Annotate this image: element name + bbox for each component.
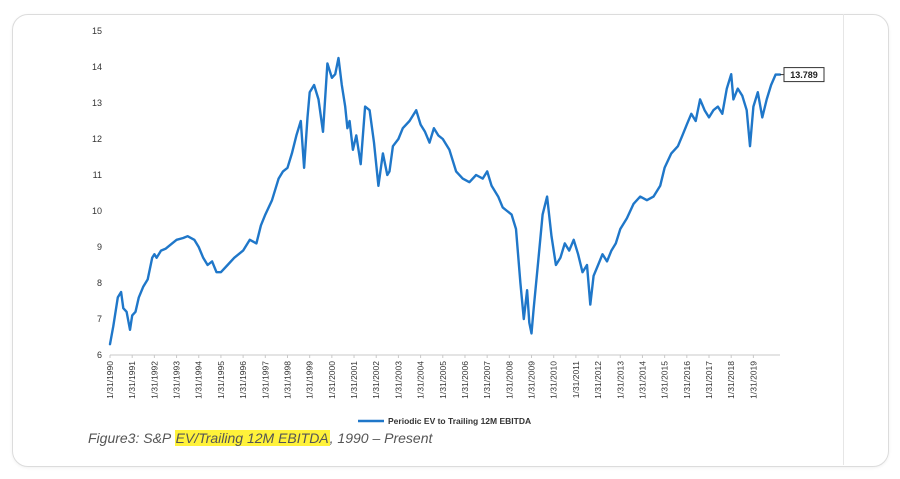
y-tick-label: 6 (97, 350, 102, 360)
x-tick-label: 1/31/1996 (238, 361, 248, 399)
annotation-box (783, 67, 825, 83)
x-tick-label: 1/31/2000 (327, 361, 337, 399)
x-tick-label: 1/31/1997 (260, 361, 270, 399)
x-tick-label: 1/31/1991 (127, 361, 137, 399)
y-tick-label: 8 (97, 278, 102, 288)
x-tick-label: 1/31/2012 (593, 361, 603, 399)
annotation-layer: 13.789 (780, 67, 825, 83)
x-tick-label: 1/31/1993 (172, 361, 182, 399)
figure-caption: Figure3: S&P EV/Trailing 12M EBITDA, 199… (88, 430, 432, 446)
y-tick-label: 12 (92, 134, 102, 144)
x-tick-label: 1/31/1992 (149, 361, 159, 399)
caption-highlight: EV/Trailing 12M EBITDA (174, 430, 330, 446)
series-line-0 (108, 56, 782, 346)
x-tick-label: 1/31/2015 (660, 361, 670, 399)
figure-card (12, 14, 889, 467)
y-tick-label: 7 (97, 314, 102, 324)
y-axis: 6 7 8 9 10 11 12 13 14 15 (92, 26, 102, 360)
y-tick-label: 13 (92, 98, 102, 108)
x-tick-label: 1/31/2008 (504, 361, 514, 399)
x-tick-label: 1/31/1999 (305, 361, 315, 399)
x-tick-label: 1/31/2009 (527, 361, 537, 399)
y-tick-label: 10 (92, 206, 102, 216)
x-tick-label: 1/31/2002 (371, 361, 381, 399)
x-tick-label: 1/31/2004 (416, 361, 426, 399)
x-tick-label: 1/31/2003 (393, 361, 403, 399)
x-tick-label: 1/31/2007 (482, 361, 492, 399)
annotation-label: 13.789 (790, 70, 818, 80)
y-tick-label: 15 (92, 26, 102, 36)
x-axis: 1/31/1990 1/31/1991 1/31/1992 1/31/1993 1/31… (105, 354, 780, 399)
y-tick-label: 11 (93, 170, 102, 180)
x-tick-label: 1/31/2014 (637, 361, 647, 399)
x-tick-label: 1/31/2013 (615, 361, 625, 399)
divider (843, 14, 844, 465)
x-tick-label: 1/31/2011 (571, 361, 581, 398)
x-tick-label: 1/31/2006 (460, 361, 470, 399)
x-tick-label: 1/31/2018 (726, 361, 736, 399)
x-tick-label: 1/31/2019 (748, 361, 758, 399)
caption-suffix: , 1990 – Present (329, 430, 433, 446)
x-tick-label: 1/31/1994 (194, 361, 204, 399)
x-tick-label: 1/31/2017 (704, 361, 714, 399)
y-tick-label: 14 (92, 62, 102, 72)
series-layer (108, 56, 782, 346)
x-tick-label: 1/31/1998 (282, 361, 292, 399)
x-tick-label: 1/31/2005 (438, 361, 448, 399)
caption-prefix: Figure3: S&P (88, 430, 175, 446)
legend: Periodic EV to Trailing 12M EBITDA (358, 416, 531, 426)
legend-label: Periodic EV to Trailing 12M EBITDA (388, 416, 531, 426)
x-tick-label: 1/31/2001 (349, 361, 359, 399)
x-tick-label: 1/31/2010 (549, 361, 559, 399)
x-tick-label: 1/31/2016 (682, 361, 692, 399)
y-tick-label: 9 (97, 242, 102, 252)
x-tick-label: 1/31/1990 (105, 361, 115, 399)
x-tick-label: 1/31/1995 (216, 361, 226, 399)
